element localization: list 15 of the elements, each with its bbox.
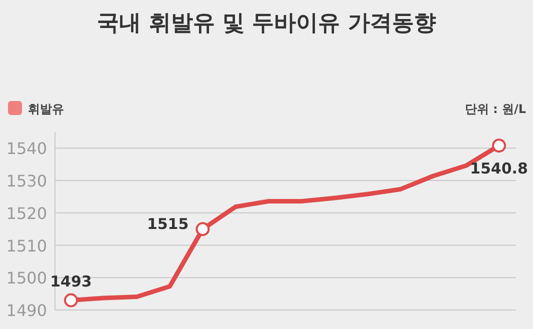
point — [196, 222, 210, 236]
data-label: 1493 — [50, 272, 92, 290]
text: 휘발유 — [28, 102, 64, 116]
point — [64, 293, 78, 308]
y-tick-label: 1530 — [6, 172, 47, 191]
data-label: 1515 — [146, 215, 189, 234]
y-tick-label: 1510 — [6, 236, 47, 256]
y-tick-label: 1500 — [6, 268, 47, 288]
y-tick-label: 1540 — [6, 139, 47, 158]
chart-title: 국내 휘발유 및 두바이유 가격동향 — [97, 11, 436, 36]
data-label: 1540.8 — [470, 160, 528, 178]
point — [492, 138, 506, 153]
y-tick-label: 1520 — [6, 204, 47, 223]
y-tick-label: 1490 — [6, 301, 47, 320]
text: 단위 : 원/L — [464, 102, 526, 116]
